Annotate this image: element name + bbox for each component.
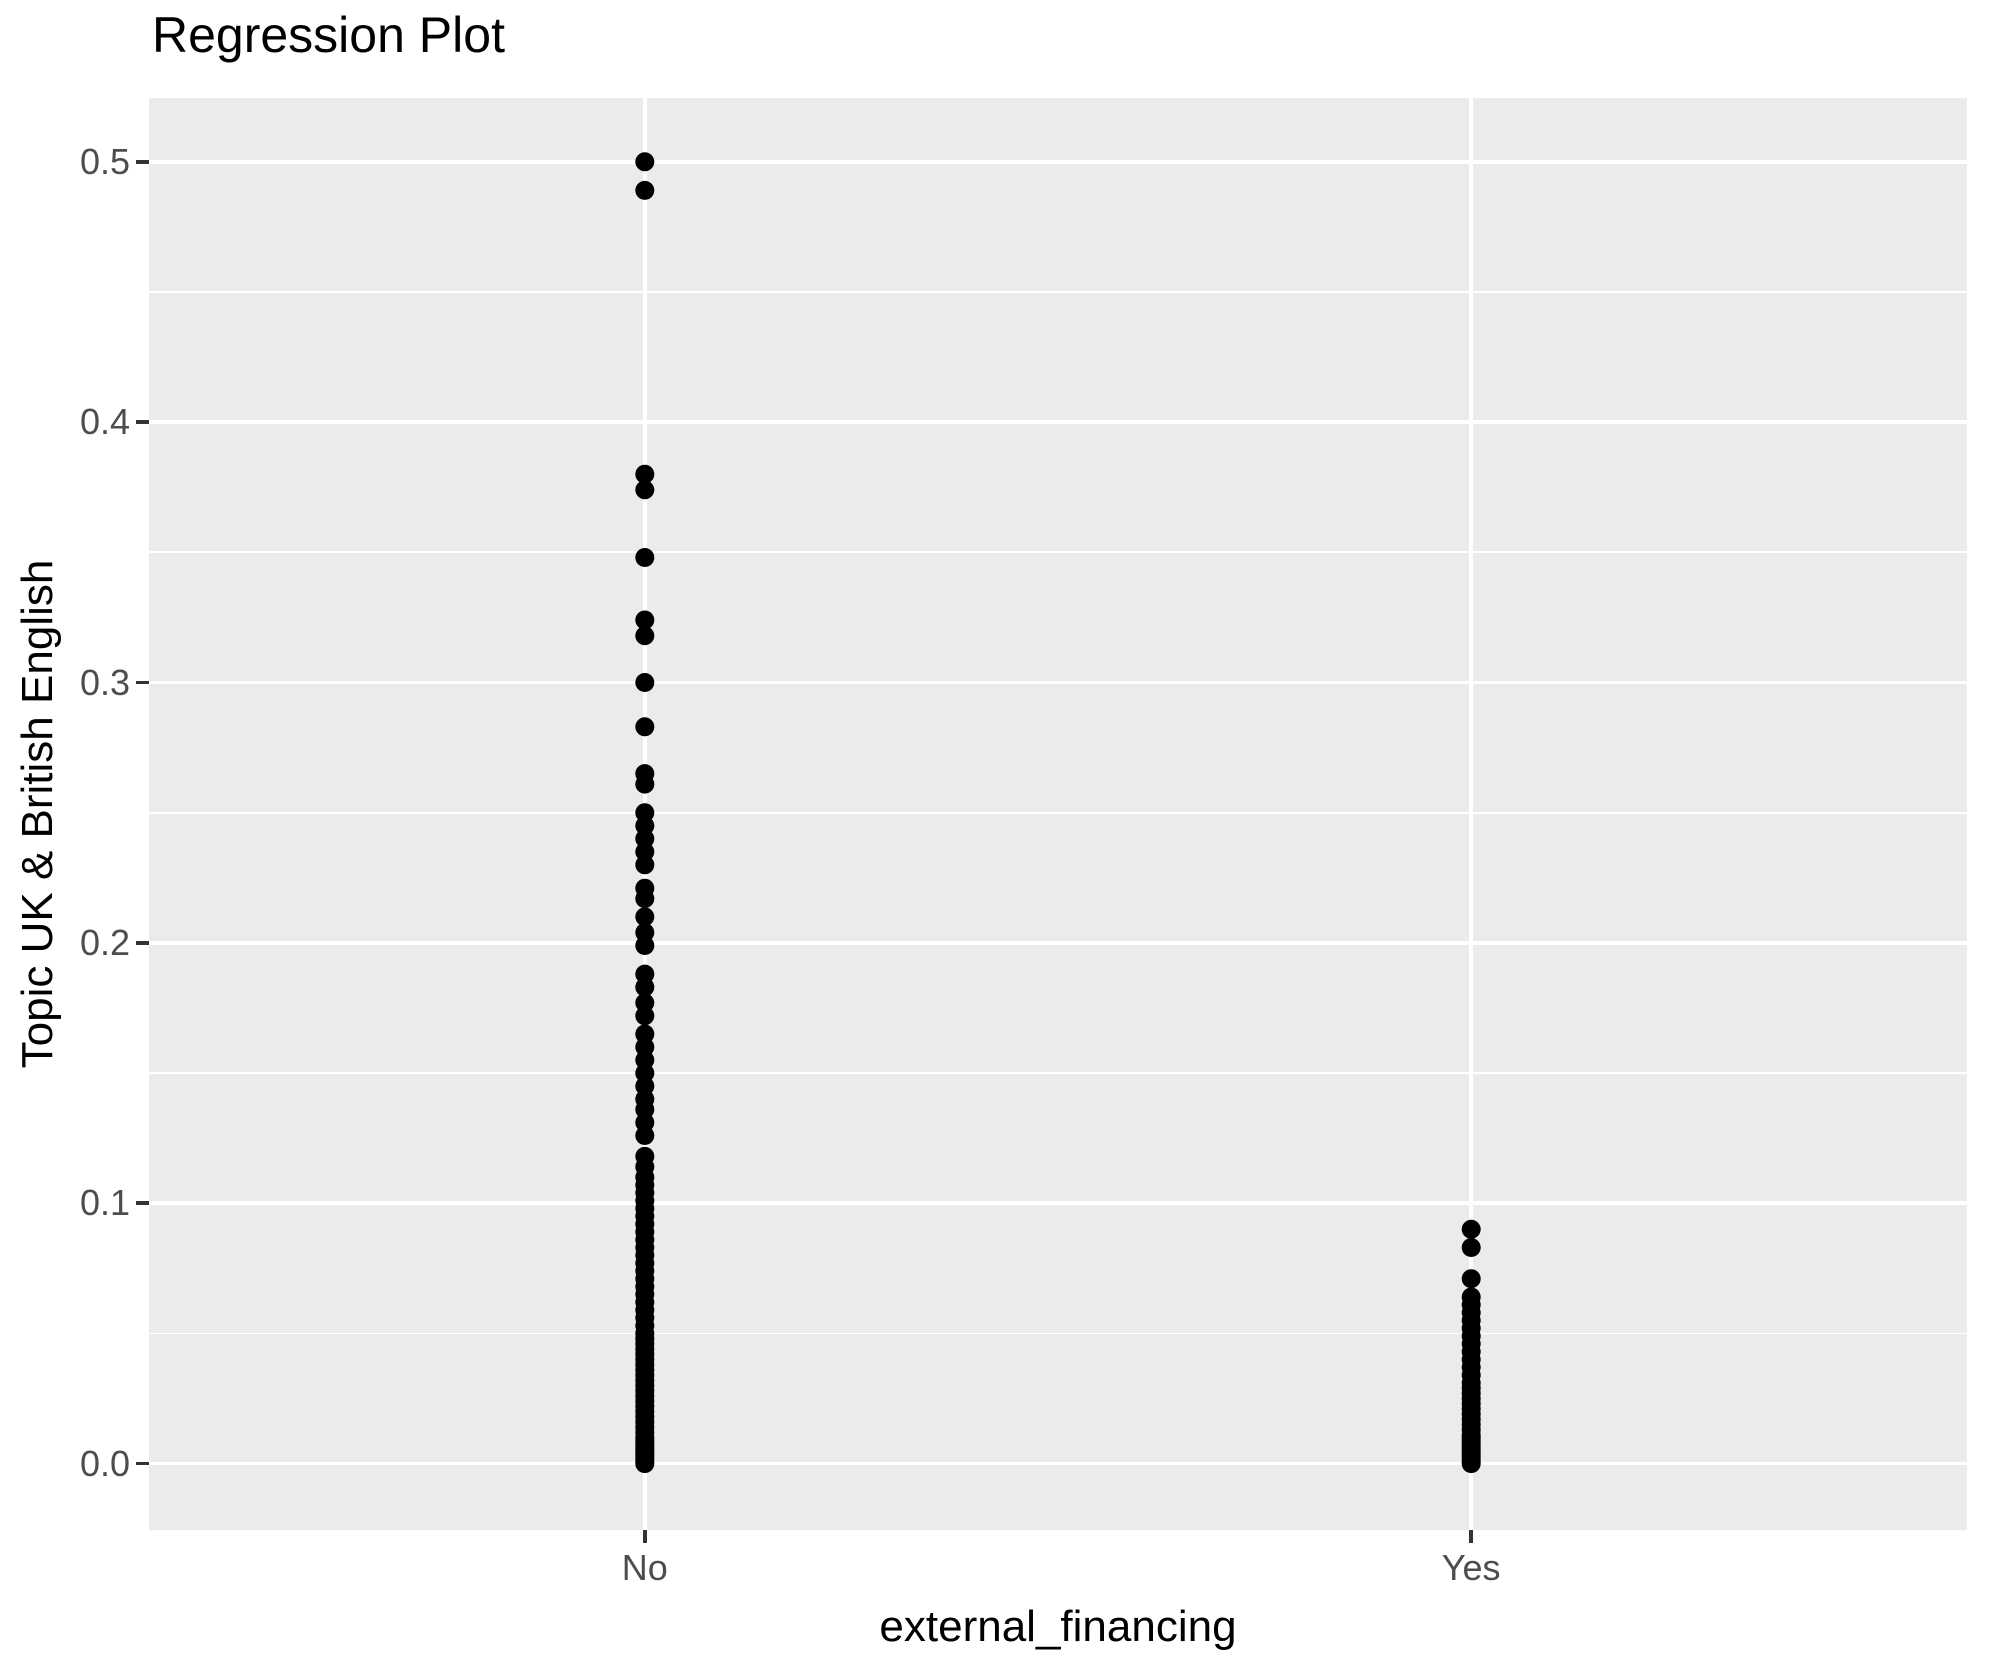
data-point-no	[635, 1024, 655, 1044]
data-point-no	[635, 626, 655, 646]
data-point-yes	[1461, 1269, 1481, 1289]
data-point-no	[635, 1050, 655, 1070]
scatter-points-layer	[635, 152, 1481, 1474]
gridline-major-y	[149, 1461, 1967, 1466]
x-tick-label-no: No	[621, 1547, 668, 1588]
y-tick-label: 0.4	[79, 401, 130, 443]
data-point-no	[635, 842, 655, 862]
data-point-no	[635, 464, 655, 484]
data-point-no	[635, 1006, 655, 1026]
data-point-no	[635, 673, 655, 692]
y-tick-mark	[136, 420, 149, 424]
y-tick-label: 0.5	[79, 140, 130, 182]
gridline-major-y	[149, 160, 1967, 164]
data-point-yes	[1461, 1219, 1481, 1239]
data-point-no	[635, 855, 655, 875]
data-point-no	[635, 977, 655, 997]
gridline-major-y	[149, 420, 1967, 424]
data-point-no	[635, 774, 655, 794]
y-axis-title: Topic UK & British English	[13, 559, 62, 1069]
data-point-no	[635, 548, 655, 567]
y-tick-label: 0.0	[79, 1442, 130, 1484]
y-tick-label: 0.1	[79, 1182, 130, 1224]
x-tick-mark	[643, 1530, 647, 1543]
data-point-no	[635, 803, 655, 823]
data-point-no	[635, 1100, 655, 1119]
data-point-no	[635, 1063, 655, 1083]
data-point-no	[635, 1113, 655, 1132]
y-tick-mark	[136, 1461, 149, 1466]
data-point-no	[635, 1037, 655, 1057]
y-tick-label: 0.2	[79, 921, 130, 963]
data-point-no	[635, 610, 655, 630]
x-tick-label-yes: Yes	[1441, 1547, 1501, 1588]
data-point-no	[635, 964, 655, 984]
data-point-no	[635, 480, 655, 500]
data-point-no	[635, 993, 655, 1013]
gridline-major-y	[149, 941, 1967, 945]
y-tick-label: 0.3	[79, 661, 130, 703]
x-tick-mark	[1469, 1530, 1473, 1543]
data-point-no	[635, 1454, 655, 1474]
y-tick-mark	[136, 680, 149, 685]
data-point-no	[635, 889, 655, 909]
data-point-no	[635, 829, 655, 849]
data-point-no	[635, 152, 655, 172]
data-point-no	[635, 936, 655, 955]
y-tick-mark	[136, 160, 149, 164]
plot-panel	[149, 98, 1967, 1530]
y-tick-mark	[136, 1201, 149, 1205]
gridline-minor-y	[149, 1332, 1967, 1335]
data-point-no	[635, 180, 655, 200]
gridline-major-x	[1469, 98, 1473, 1530]
data-point-no	[635, 1076, 655, 1096]
gridline-major-y	[149, 1201, 1967, 1205]
data-point-yes	[1461, 1454, 1481, 1474]
data-point-no	[635, 816, 655, 836]
gridline-minor-y	[149, 811, 1967, 814]
data-point-no	[635, 717, 655, 737]
gridline-major-y	[149, 680, 1967, 685]
data-point-no	[635, 907, 655, 927]
x-axis-title: external_financing	[879, 1602, 1237, 1651]
gridline-minor-y	[149, 291, 1967, 293]
gridline-minor-y	[149, 1072, 1967, 1074]
plot-title: Regression Plot	[152, 7, 505, 63]
gridline-minor-y	[149, 551, 1967, 554]
data-point-no	[635, 1126, 655, 1145]
y-tick-mark	[136, 941, 149, 945]
data-point-no	[635, 923, 655, 942]
data-point-yes	[1461, 1238, 1481, 1257]
